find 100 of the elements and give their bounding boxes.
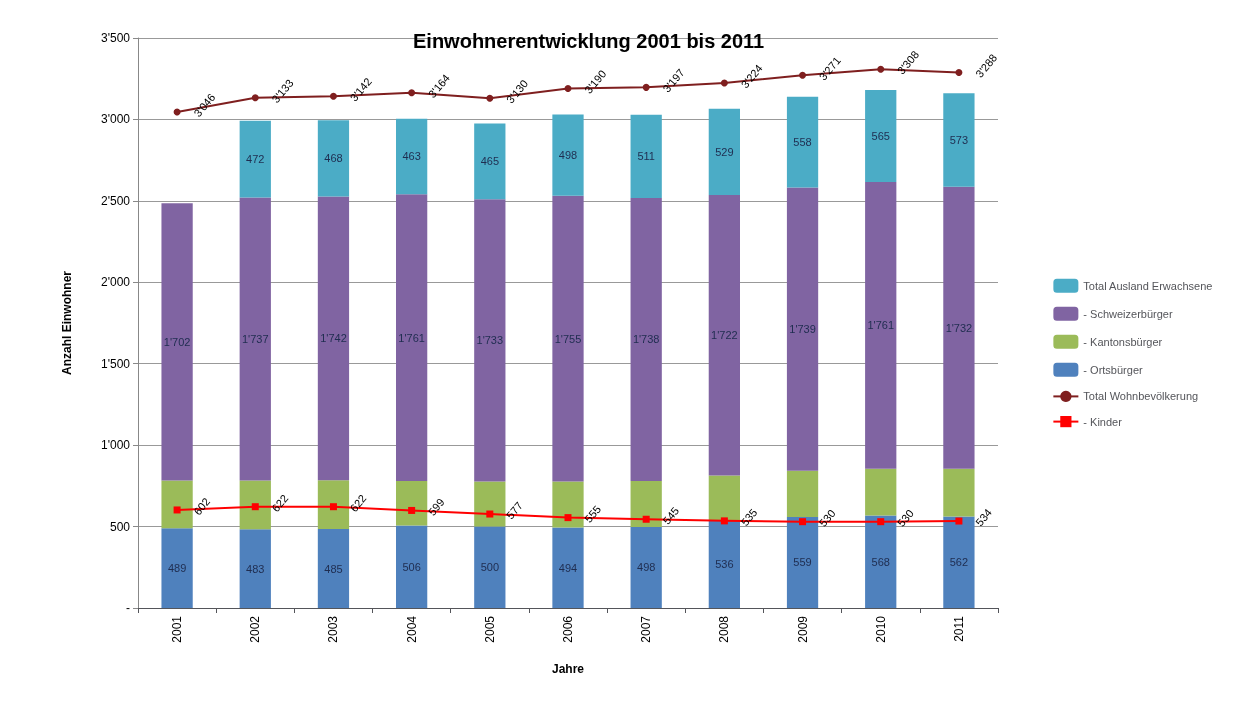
y-axis-title: Anzahl Einwohner <box>60 270 74 376</box>
x-tick-label: 2011 <box>951 615 966 642</box>
point <box>642 515 650 523</box>
data-label: 1'755 <box>554 332 582 345</box>
bar <box>396 194 428 481</box>
data-label: 500 <box>480 561 499 574</box>
legend-label: - Kinder <box>1083 415 1123 428</box>
data-label: 1'738 <box>632 333 660 346</box>
data-label: 1'761 <box>398 331 425 344</box>
data-label: 545 <box>660 504 682 527</box>
data-label: 1'722 <box>711 329 738 342</box>
legend-label: Total Wohnbevölkerung <box>1083 390 1199 403</box>
bar <box>943 468 975 517</box>
bar <box>943 186 975 469</box>
data-label: 463 <box>402 150 421 163</box>
bar <box>630 480 662 527</box>
bar <box>161 203 193 481</box>
bar <box>552 195 584 482</box>
point <box>955 69 963 77</box>
bar <box>474 526 506 608</box>
bar <box>396 525 428 608</box>
point <box>720 517 728 525</box>
bar <box>161 480 193 529</box>
bar <box>708 475 740 521</box>
point <box>642 83 650 91</box>
x-tick-label: 2006 <box>561 615 575 643</box>
bar <box>317 529 350 608</box>
x-tick-label: 2003 <box>326 615 341 643</box>
bar <box>865 515 897 608</box>
bar <box>552 527 584 608</box>
data-label: 534 <box>973 506 995 529</box>
bar <box>239 480 271 530</box>
point <box>486 94 494 102</box>
point <box>408 506 416 514</box>
bar <box>786 96 819 188</box>
point <box>720 79 728 87</box>
x-tick-label: 2007 <box>639 615 654 643</box>
x-tick-label: 2008 <box>717 615 732 643</box>
bar <box>865 89 897 182</box>
legend-label: - Ortsbürger <box>1083 363 1143 376</box>
x-tick-label: 2005 <box>482 615 497 643</box>
data-label: 529 <box>715 145 734 158</box>
y-tick-label: 2'000 <box>101 275 131 290</box>
bar <box>239 529 271 608</box>
point <box>173 506 181 514</box>
data-label: 530 <box>894 507 916 529</box>
bar <box>708 108 740 195</box>
point <box>877 65 885 73</box>
legend-label: Total Ausland Erwachsene <box>1083 279 1213 292</box>
point <box>329 92 337 100</box>
bar <box>552 481 584 528</box>
data-label: 577 <box>503 499 525 522</box>
data-label: 535 <box>738 506 760 529</box>
x-tick-label: 2009 <box>795 615 810 643</box>
y-tick-label: 1'500 <box>101 356 131 371</box>
bar <box>474 199 506 482</box>
y-tick-label: 3'500 <box>101 31 131 45</box>
data-label: 565 <box>871 129 890 142</box>
bar <box>474 481 506 527</box>
point <box>799 71 807 79</box>
x-axis-title: Jahre <box>551 662 585 676</box>
data-label: 1'761 <box>867 319 895 332</box>
point <box>564 514 572 522</box>
legend-label: - Schweizerbürger <box>1083 307 1173 320</box>
point <box>877 518 885 526</box>
data-label: 599 <box>425 495 447 518</box>
point <box>408 89 416 97</box>
point <box>799 518 807 526</box>
data-label: 622 <box>347 492 369 514</box>
data-label: 1'739 <box>789 323 816 336</box>
bar <box>396 480 428 526</box>
data-label: 1'732 <box>945 321 973 334</box>
bar <box>865 181 897 469</box>
bar <box>786 470 819 517</box>
point <box>251 503 259 511</box>
chart-title: Einwohnerentwicklung 2001 bis 2011 <box>413 30 765 52</box>
bar <box>708 520 740 608</box>
data-label: 536 <box>715 558 734 571</box>
y-tick-label: 1'000 <box>101 438 131 453</box>
x-tick-label: 2004 <box>404 615 419 643</box>
bar <box>317 196 350 481</box>
data-label: 511 <box>637 150 655 163</box>
bar <box>317 120 350 197</box>
bar <box>474 123 506 200</box>
data-label: 1'702 <box>163 335 191 348</box>
point <box>564 84 572 92</box>
bar <box>630 114 662 198</box>
bar <box>396 118 428 195</box>
x-tick-label: 2010 <box>873 615 888 643</box>
bar <box>239 197 271 481</box>
bar <box>943 93 975 187</box>
data-label: 559 <box>793 556 812 569</box>
data-label: 1'737 <box>241 333 269 346</box>
data-label: 494 <box>558 561 578 574</box>
bar <box>239 120 271 198</box>
legend-label: - Kantonsbürger <box>1083 335 1163 348</box>
data-label: 483 <box>246 562 265 575</box>
bar <box>943 516 975 608</box>
point <box>486 510 494 518</box>
data-label: 573 <box>949 134 969 147</box>
